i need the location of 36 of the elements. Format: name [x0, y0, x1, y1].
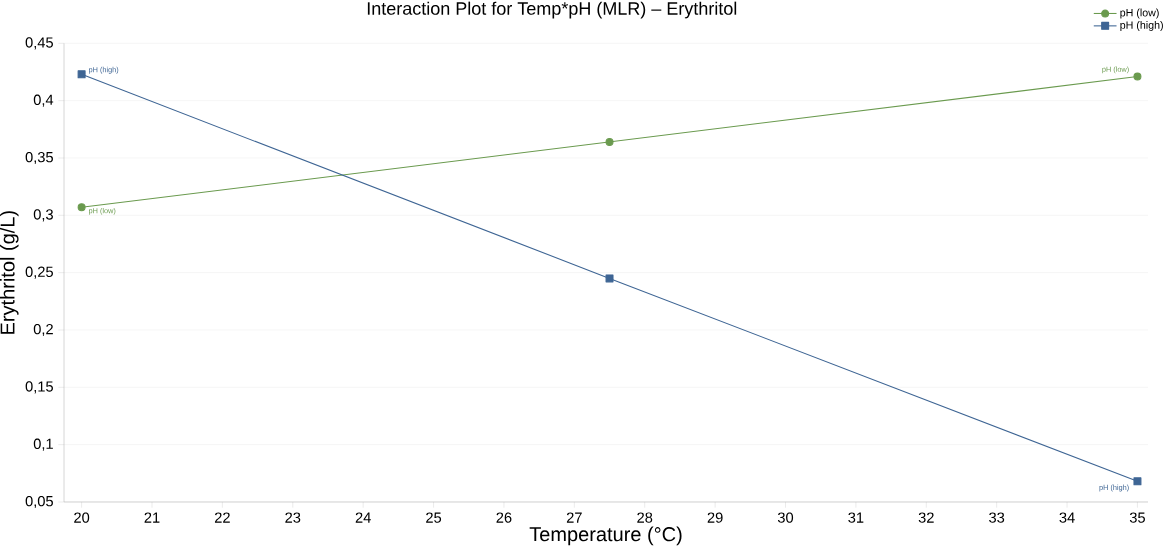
- x-tick-label: 21: [144, 512, 160, 523]
- y-tick-label: 0,1: [33, 438, 53, 451]
- legend-label: pH (high): [1120, 20, 1163, 31]
- x-tick-label: 34: [1059, 512, 1075, 523]
- x-tick-label: 31: [848, 512, 864, 523]
- x-tick-label: 25: [426, 512, 442, 523]
- x-tick-label: 30: [777, 512, 794, 523]
- point: [605, 274, 614, 283]
- y-tick-label: 0,15: [25, 381, 53, 394]
- x-tick-label: 22: [214, 512, 230, 523]
- point: [77, 203, 86, 212]
- x-tick-label: 28: [637, 512, 653, 523]
- y-tick-label: 0,25: [25, 266, 53, 279]
- y-tick-label: 0,4: [33, 94, 54, 107]
- y-tick-label: 0,45: [25, 37, 53, 50]
- point: [1133, 72, 1142, 81]
- point: [1133, 477, 1142, 486]
- x-tick-label: 27: [566, 512, 582, 523]
- x-tick-label: 32: [918, 512, 934, 523]
- x-tick-label: 33: [989, 512, 1005, 523]
- x-tick-label: 26: [496, 512, 512, 523]
- x-tick-label: 24: [355, 512, 371, 523]
- y-tick-label: 0,2: [33, 323, 53, 337]
- x-axis-title: Temperature (°C): [529, 526, 682, 546]
- x-tick-label: 20: [74, 512, 90, 523]
- y-axis-title: Erythritol (g/L): [0, 211, 19, 334]
- point: [605, 137, 614, 146]
- x-tick-label: 23: [285, 512, 301, 523]
- y-tick-label: 0,05: [25, 495, 53, 509]
- chart-title: Interaction Plot for Temp*pH (MLR) – Erythritol: [367, 1, 737, 19]
- x-tick-label: 35: [1129, 512, 1145, 523]
- legend-label: pH (low): [1120, 8, 1159, 19]
- point: [77, 70, 86, 79]
- x-tick-label: 29: [707, 512, 723, 523]
- y-tick-label: 0,35: [25, 151, 53, 165]
- y-tick-label: 0,3: [33, 209, 53, 222]
